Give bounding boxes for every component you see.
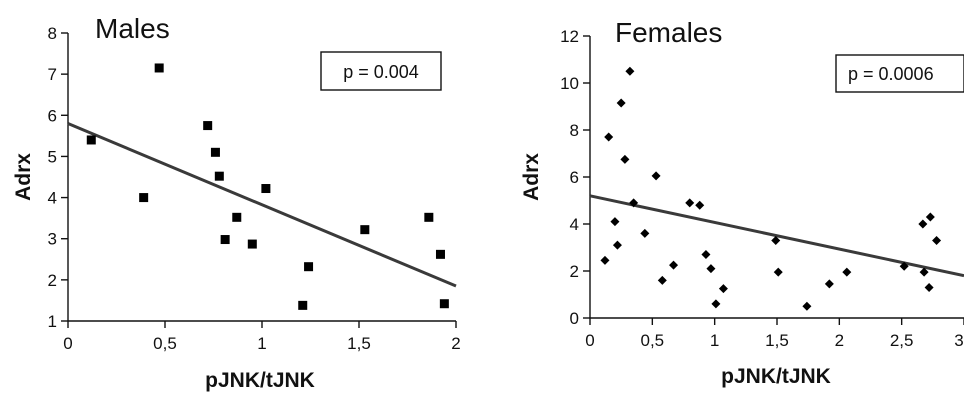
males-data-point [261,184,271,194]
females-plot-area: 0 2 4 6 8 10 12 0 0,5 1 1,5 2 2,5 3 [560,27,964,350]
females-data-point [612,240,622,250]
males-chart-panel: Males 1 2 3 4 5 6 7 8 0 0,5 1 1,5 2 p = 0.004 pJNK/t… [12,13,461,392]
females-x-tick-label: 2,5 [890,331,914,350]
females-x-axis-title: pJNK/tJNK [721,365,831,388]
females-x-tick-label: 3 [954,331,963,350]
males-data-point [220,235,230,245]
females-x-tick-label: 0,5 [641,331,665,350]
males-data-point [247,239,257,249]
males-x-tick-label: 0 [63,334,72,353]
males-regression-line [67,122,457,288]
females-y-tick-label: 8 [570,121,579,140]
males-data-point [435,249,445,259]
males-x-tick-label: 1,5 [347,334,371,353]
males-y-tick-label: 3 [48,230,57,249]
males-y-tick-label: 8 [48,24,57,43]
females-data-point [718,284,728,294]
males-data-point [214,171,224,181]
males-x-tick-label: 1 [257,334,266,353]
males-plot-area: 1 2 3 4 5 6 7 8 0 0,5 1 1,5 2 [48,24,461,353]
males-data-point [139,193,149,203]
males-y-tick-label: 2 [48,271,57,290]
males-p-value-label: p = 0.004 [343,62,419,82]
females-x-tick-label: 1 [710,331,719,350]
females-regression-line [589,194,964,278]
females-p-value-box: p = 0.0006 [835,54,964,93]
females-y-tick-label: 6 [570,168,579,187]
females-data-point [842,267,852,277]
males-y-tick-label: 7 [48,65,57,84]
males-p-value-box: p = 0.004 [320,51,442,91]
females-data-point [685,198,695,208]
females-y-tick-label: 0 [570,309,579,328]
females-chart-title: Females [615,17,722,48]
females-data-point [918,219,928,229]
females-data-point [620,154,630,164]
males-data-point [424,212,434,222]
females-data-point [616,98,626,108]
females-data-point [932,235,942,245]
males-data-point [304,262,314,272]
males-y-tick-label: 6 [48,106,57,125]
females-data-point [899,261,909,271]
males-y-tick-label: 1 [48,312,57,331]
females-data-point [802,301,812,311]
females-y-tick-label: 12 [560,27,579,46]
females-data-point [695,200,705,210]
males-x-tick-label: 0,5 [153,334,177,353]
females-data-point [924,282,934,292]
males-p-value-frame [320,51,442,91]
males-y-tick-label: 5 [48,147,57,166]
males-data-point [232,212,242,222]
females-y-tick-label: 4 [570,215,579,234]
females-data-point [706,264,716,274]
females-data-point [651,171,661,181]
males-data-point [203,121,213,131]
males-chart-title: Males [95,13,170,44]
females-data-point [701,250,711,260]
females-data-point [625,66,635,76]
females-data-point [657,275,667,285]
females-data-point [640,228,650,238]
males-y-axis-title: Adrx [12,153,35,201]
females-data-point [773,267,783,277]
females-data-point [629,198,639,208]
males-data-point [298,300,308,310]
females-data-point [610,217,620,227]
females-p-value-frame [835,54,964,93]
males-data-point [210,147,220,157]
males-data-point [439,299,449,309]
males-y-tick-label: 4 [48,189,57,208]
females-data-point [925,212,935,222]
females-y-axis-title: Adrx [520,153,543,201]
females-x-tick-label: 1,5 [765,331,789,350]
females-x-tick-label: 0 [585,331,594,350]
males-data-point [154,63,164,73]
females-data-point [600,255,610,265]
females-data-point [711,299,721,309]
females-y-tick-label: 2 [570,262,579,281]
males-data-point [86,135,96,145]
females-x-tick-label: 2 [835,331,844,350]
males-data-point [360,225,370,235]
females-data-point [919,267,929,277]
females-data-point [669,260,679,270]
males-x-axis-title: pJNK/tJNK [205,369,315,392]
males-x-tick-label: 2 [451,334,460,353]
females-p-value-label: p = 0.0006 [848,64,934,84]
females-data-point [604,132,614,142]
females-y-tick-label: 10 [560,74,579,93]
females-data-point [824,279,834,289]
females-chart-panel: Females 0 2 4 6 8 10 12 0 0,5 1 1,5 2 2,5 3 p = 0.000… [520,17,964,388]
females-data-point [771,235,781,245]
